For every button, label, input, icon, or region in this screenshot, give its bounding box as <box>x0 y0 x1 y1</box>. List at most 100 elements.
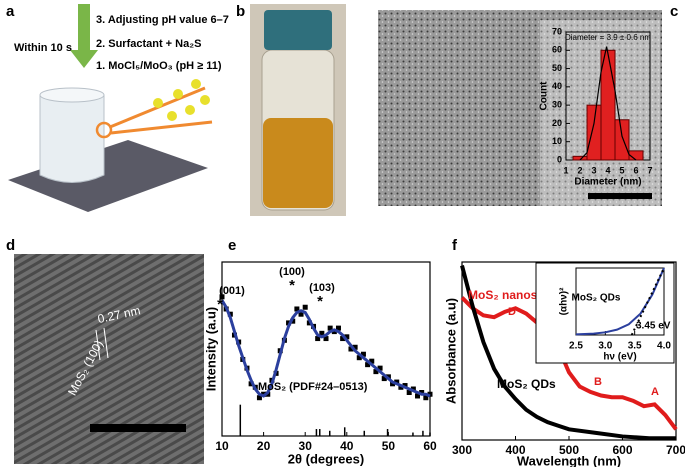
step: 2. Surfactant + Na₂S <box>96 38 201 50</box>
beaker <box>39 95 105 183</box>
plot-frame <box>221 261 431 437</box>
panel-label: f <box>452 237 458 254</box>
x-tick-label: 2 <box>577 165 582 175</box>
absorbance-line <box>460 296 678 431</box>
y-axis-label: Count <box>539 81 550 111</box>
particle <box>185 105 195 115</box>
time: Within 10 s <box>14 42 72 54</box>
fringe-marker <box>103 327 109 359</box>
data-point <box>394 379 400 385</box>
data-point <box>369 358 375 364</box>
peak-label: (100) <box>279 266 305 278</box>
panel-label: a <box>6 3 15 20</box>
data-point <box>331 329 337 335</box>
arrow-head <box>70 50 98 68</box>
x-axis-label: hν (eV) <box>603 352 636 363</box>
x-tick-label: 3.0 <box>598 341 612 352</box>
peak-marker: * <box>289 277 295 294</box>
data-point <box>406 390 412 395</box>
y-tick-label: 50 <box>552 63 562 73</box>
y-tick-label: 20 <box>552 118 562 128</box>
panel-label: b <box>236 3 245 20</box>
data-point <box>402 383 408 389</box>
data-point <box>352 344 358 350</box>
data-point <box>219 294 225 300</box>
beaker-rim <box>39 87 105 103</box>
data-point <box>398 384 404 390</box>
series-label: MoS₂ QDs <box>497 377 556 391</box>
x-tick-label: 60 <box>423 439 437 453</box>
data-point <box>415 393 421 399</box>
particle <box>173 89 183 99</box>
x-tick-label: 5 <box>619 165 624 175</box>
y-axis-label: (αhν)² <box>559 287 570 315</box>
bar <box>586 104 602 161</box>
arrow <box>78 4 90 52</box>
y-tick-label: 60 <box>552 45 562 55</box>
x-axis-label: Wavelength (nm) <box>517 453 621 467</box>
zoom-line <box>110 120 213 135</box>
fit-curve <box>579 46 637 161</box>
panel-label: e <box>228 237 236 254</box>
plate <box>8 140 208 212</box>
data-point <box>348 346 354 352</box>
data-point <box>327 325 333 331</box>
peak-label: (001) <box>219 285 245 297</box>
y-axis-label: Intensity (a.u) <box>203 307 218 392</box>
particle <box>191 79 201 89</box>
x-tick-label: 4 <box>605 165 610 175</box>
bar <box>614 119 630 161</box>
inset-box <box>535 262 675 364</box>
y-tick-label: 10 <box>552 136 562 146</box>
data-point <box>306 320 312 326</box>
data-point <box>315 336 321 342</box>
peak-label: D <box>508 306 516 318</box>
x-tick-label: 2.5 <box>569 341 583 352</box>
tangent-line <box>630 267 665 336</box>
data-point <box>373 369 379 375</box>
data-point <box>298 311 304 317</box>
step: 3. Adjusting pH value 6–7 <box>96 14 229 26</box>
data-point <box>365 362 371 368</box>
peak-marker: * <box>217 296 223 313</box>
data-point <box>294 306 300 312</box>
peak-label: (103) <box>309 282 335 294</box>
data-point <box>381 376 387 382</box>
hrtem-image <box>14 254 204 464</box>
particle <box>153 98 163 108</box>
inset-label: MoS₂ QDs <box>572 293 621 304</box>
data-point <box>356 355 362 361</box>
data-point <box>390 381 396 387</box>
data-point <box>423 395 429 401</box>
data-point <box>290 318 296 324</box>
x-tick-label: 4.0 <box>657 341 671 352</box>
data-point <box>340 336 346 342</box>
y-tick-label: 30 <box>552 100 562 110</box>
x-tick-label: 40 <box>340 439 354 453</box>
absorbance-line <box>460 265 676 441</box>
particle <box>200 95 210 105</box>
liquid <box>263 118 333 208</box>
x-tick-label: 10 <box>215 439 229 453</box>
data-point <box>360 351 366 357</box>
schematic: 3. Adjusting pH value 6–7 2. Surfactant … <box>8 4 229 212</box>
x-tick-label: 1 <box>563 165 568 175</box>
peak-marker: * <box>317 293 323 310</box>
y-axis-label: Absorbance (a.u) <box>443 298 458 404</box>
data-point <box>302 304 308 310</box>
bar <box>600 49 616 161</box>
x-tick-label: 700 <box>666 443 685 457</box>
data-point <box>344 334 350 340</box>
x-tick-label: 3 <box>591 165 596 175</box>
inset-title: Diameter = 3.9 ± 0.6 nm <box>565 33 651 42</box>
peak-label: B <box>594 376 602 388</box>
x-axis-label: 2θ (degrees) <box>288 451 364 466</box>
x-tick-label: 400 <box>505 443 525 457</box>
data-point <box>256 395 262 401</box>
x-tick-label: 7 <box>647 165 652 175</box>
gap-label: 3.45 eV <box>636 321 671 332</box>
x-tick-label: 30 <box>299 439 313 453</box>
x-tick-label: 20 <box>257 439 271 453</box>
y-tick-label: 70 <box>552 26 562 36</box>
scale-bar <box>588 193 652 199</box>
